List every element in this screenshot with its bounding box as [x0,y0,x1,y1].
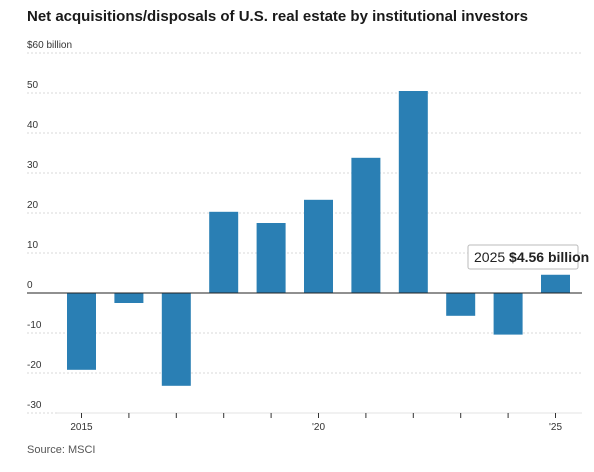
source-note: Source: MSCI [27,444,96,456]
y-tick-label: 40 [27,120,39,131]
annotation-year: 2025 [474,249,509,265]
annotation: 2025 $4.56 billion [467,244,589,270]
bar-2025 [541,274,570,293]
y-tick-label: 20 [27,200,39,211]
bar-2024 [493,293,523,335]
x-axis: 2015 '20 '25 [27,292,582,433]
bar-2023 [446,293,476,316]
bar-2019 [256,223,286,293]
y-tick-label: 0 [27,280,33,291]
y-tick-label: 30 [27,160,39,171]
annotation-value: $4.56 billion [509,249,589,265]
y-tick-label: -30 [27,400,42,411]
y-tick-label: $60 billion [27,40,72,51]
x-tick-label: 2015 [70,422,93,433]
y-tick-label: 10 [27,240,39,251]
y-tick-label: -10 [27,320,42,331]
y-axis-ticks: $60 billion 50 40 30 20 10 0 -10 -20 -30 [27,40,72,411]
x-tick-label: '25 [549,422,562,433]
annotation-text: 2025 $4.56 billion [474,249,589,265]
bar-2017 [161,293,191,386]
bar-2021 [351,157,381,293]
bar-2016 [114,293,144,303]
x-tick-label: '20 [312,422,325,433]
annotation-box [467,244,579,270]
bar-2022 [398,91,428,293]
bar-2020 [304,199,333,293]
bar-2018 [209,211,239,293]
bar-2015 [67,293,96,370]
chart-title: Net acquisitions/disposals of U.S. real … [27,8,528,25]
y-tick-label: 50 [27,80,39,91]
bars [67,91,570,386]
y-tick-label: -20 [27,360,42,371]
